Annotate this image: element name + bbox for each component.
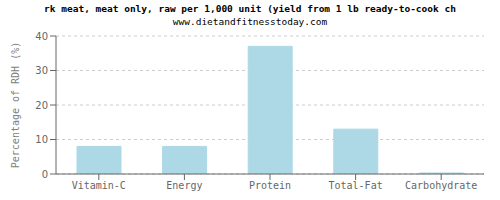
svg-text:20: 20 [35, 100, 48, 111]
svg-text:Carbohydrate: Carbohydrate [405, 180, 477, 191]
svg-text:10: 10 [35, 134, 48, 145]
svg-text:30: 30 [35, 65, 48, 76]
svg-text:Total-Fat: Total-Fat [329, 180, 383, 191]
svg-text:Energy: Energy [166, 180, 202, 191]
html-text:www.dietandfitnesstoday.com: www.dietandfitnesstoday.com [172, 16, 328, 27]
svg-text:Percentage of RDH (%): Percentage of RDH (%) [10, 42, 21, 168]
svg-text:0: 0 [42, 169, 48, 180]
svg-text:40: 40 [35, 31, 48, 42]
svg-text:Vitamin-C: Vitamin-C [72, 180, 126, 191]
html-text:rk meat, meat only, raw per 1,: rk meat, meat only, raw per 1,000 unit (… [44, 3, 456, 14]
svg-text:Protein: Protein [249, 180, 291, 191]
